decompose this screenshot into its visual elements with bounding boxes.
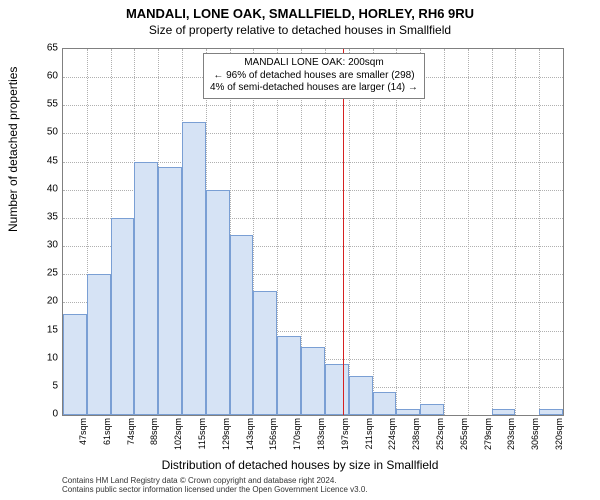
- x-tick-label: 170sqm: [292, 418, 302, 460]
- y-tick-label: 30: [30, 240, 58, 251]
- y-tick-label: 50: [30, 127, 58, 138]
- y-tick-label: 5: [30, 380, 58, 391]
- gridline-v: [444, 49, 445, 415]
- annotation-box: MANDALI LONE OAK: 200sqm ← 96% of detach…: [203, 53, 425, 99]
- y-tick-label: 40: [30, 183, 58, 194]
- annotation-line-2: ← 96% of detached houses are smaller (29…: [210, 70, 418, 83]
- x-tick-label: 224sqm: [387, 418, 397, 460]
- y-tick-label: 45: [30, 155, 58, 166]
- histogram-bar: [396, 409, 420, 415]
- annotation-line-1: MANDALI LONE OAK: 200sqm: [210, 57, 418, 70]
- x-tick-label: 61sqm: [102, 418, 112, 460]
- plot-area: MANDALI LONE OAK: 200sqm ← 96% of detach…: [62, 48, 564, 416]
- gridline-v: [539, 49, 540, 415]
- gridline-v: [515, 49, 516, 415]
- reference-line: [343, 49, 344, 415]
- y-tick-label: 10: [30, 352, 58, 363]
- histogram-bar: [87, 274, 111, 415]
- chart-container: MANDALI, LONE OAK, SMALLFIELD, HORLEY, R…: [0, 0, 600, 500]
- y-tick-label: 20: [30, 296, 58, 307]
- histogram-bar: [349, 376, 373, 415]
- histogram-bar: [111, 218, 135, 415]
- gridline-v: [349, 49, 350, 415]
- y-tick-label: 0: [30, 409, 58, 420]
- histogram-bar: [134, 162, 158, 415]
- histogram-bar: [182, 122, 206, 415]
- histogram-bar: [301, 347, 325, 415]
- histogram-bar: [206, 190, 230, 415]
- x-tick-label: 47sqm: [78, 418, 88, 460]
- footer: Contains HM Land Registry data © Crown c…: [62, 476, 368, 494]
- x-tick-label: 156sqm: [268, 418, 278, 460]
- gridline-v: [325, 49, 326, 415]
- x-tick-label: 102sqm: [173, 418, 183, 460]
- y-tick-label: 65: [30, 43, 58, 54]
- x-tick-label: 211sqm: [364, 418, 374, 460]
- x-axis-label: Distribution of detached houses by size …: [0, 458, 600, 472]
- x-tick-label: 265sqm: [459, 418, 469, 460]
- x-tick-label: 320sqm: [554, 418, 564, 460]
- x-tick-label: 183sqm: [316, 418, 326, 460]
- y-tick-label: 15: [30, 324, 58, 335]
- x-tick-label: 252sqm: [435, 418, 445, 460]
- y-tick-label: 35: [30, 211, 58, 222]
- footer-line-2: Contains public sector information licen…: [62, 485, 368, 494]
- y-tick-label: 55: [30, 99, 58, 110]
- histogram-bar: [158, 167, 182, 415]
- chart-title: MANDALI, LONE OAK, SMALLFIELD, HORLEY, R…: [0, 0, 600, 21]
- histogram-bar: [325, 364, 349, 415]
- gridline-v: [492, 49, 493, 415]
- histogram-bar: [420, 404, 444, 415]
- x-tick-label: 197sqm: [340, 418, 350, 460]
- x-tick-label: 306sqm: [530, 418, 540, 460]
- x-tick-label: 279sqm: [483, 418, 493, 460]
- gridline-v: [373, 49, 374, 415]
- annotation-line-3: 4% of semi-detached houses are larger (1…: [210, 82, 418, 95]
- histogram-bar: [492, 409, 516, 415]
- histogram-bar: [253, 291, 277, 415]
- y-axis-label: Number of detached properties: [6, 67, 20, 232]
- gridline-h: [63, 133, 563, 134]
- chart-subtitle: Size of property relative to detached ho…: [0, 21, 600, 37]
- histogram-bar: [63, 314, 87, 415]
- x-tick-label: 88sqm: [149, 418, 159, 460]
- histogram-bar: [230, 235, 254, 415]
- x-tick-label: 74sqm: [126, 418, 136, 460]
- footer-line-1: Contains HM Land Registry data © Crown c…: [62, 476, 368, 485]
- x-tick-label: 293sqm: [506, 418, 516, 460]
- histogram-bar: [539, 409, 563, 415]
- x-tick-label: 129sqm: [221, 418, 231, 460]
- x-tick-label: 115sqm: [197, 418, 207, 460]
- x-tick-label: 143sqm: [245, 418, 255, 460]
- gridline-v: [396, 49, 397, 415]
- gridline-h: [63, 105, 563, 106]
- y-tick-label: 60: [30, 71, 58, 82]
- gridline-v: [420, 49, 421, 415]
- histogram-bar: [277, 336, 301, 415]
- histogram-bar: [373, 392, 397, 415]
- gridline-v: [468, 49, 469, 415]
- y-tick-label: 25: [30, 268, 58, 279]
- x-tick-label: 238sqm: [411, 418, 421, 460]
